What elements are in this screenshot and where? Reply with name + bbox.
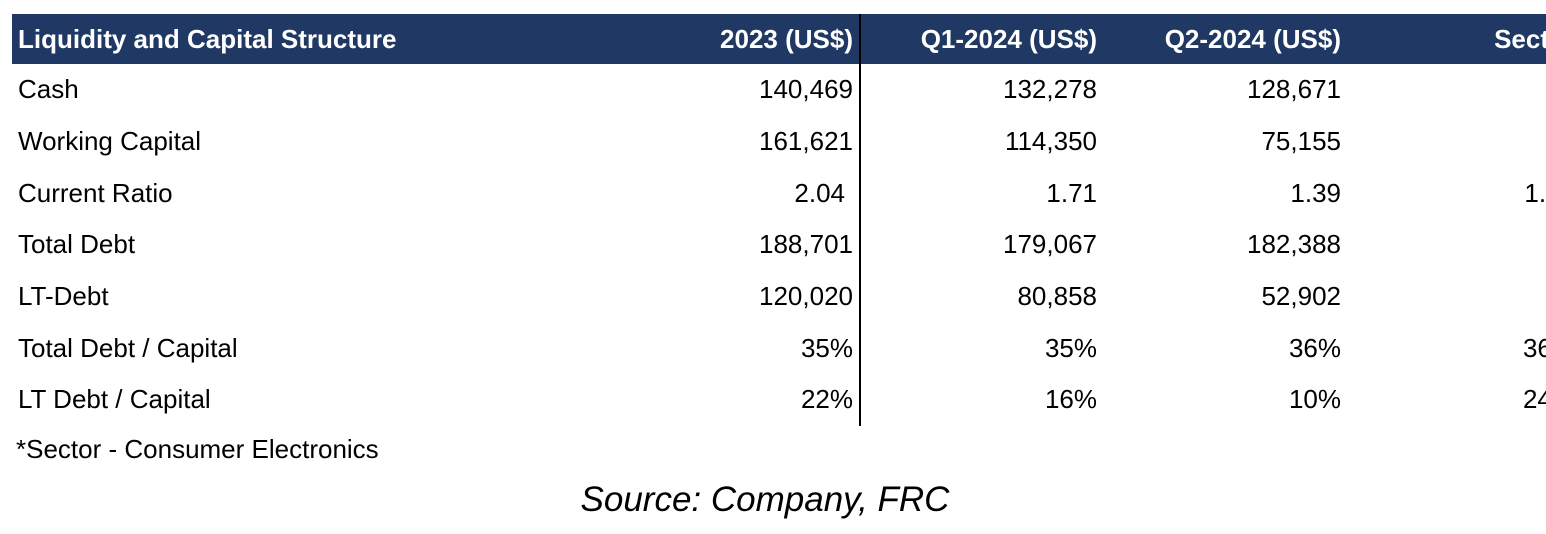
cell-q1-2024: 16%	[1044, 384, 1097, 415]
cell-q2-2024: 36%	[1288, 332, 1341, 363]
row-label: LT Debt / Capital	[18, 384, 211, 415]
table-header-row: Liquidity and Capital Structure 2023 (US…	[12, 14, 1546, 64]
cell-2023: 22%	[704, 374, 861, 426]
table-row: Total Debt / Capital 35% 35% 36% 36%	[12, 322, 1546, 375]
header-2023: 2023 (US$)	[704, 14, 861, 64]
cell-q1-2024: 1.71	[1046, 177, 1097, 208]
cell-q1-2024: 114,350	[1004, 126, 1097, 157]
cell-q2-2024: 52,902	[1261, 281, 1341, 312]
row-label: LT-Debt	[18, 281, 109, 312]
cell-sector	[1347, 64, 1546, 116]
liquidity-table-container: Liquidity and Capital Structure 2023 (US…	[12, 14, 1546, 426]
cell-2023: 120,020	[704, 270, 861, 323]
source-caption: Source: Company, FRC	[580, 480, 950, 519]
cell-q2-2024: 182,388	[1247, 229, 1341, 260]
cell-sector: 36%	[1522, 332, 1546, 363]
cell-sector	[1347, 116, 1546, 168]
cell-sector: 24%	[1522, 384, 1546, 415]
cell-sector: 1.20	[1524, 177, 1546, 208]
cell-2023: 35%	[704, 322, 861, 375]
liquidity-capital-table: Liquidity and Capital Structure 2023 (US…	[12, 14, 1546, 426]
row-label: Working Capital	[18, 126, 202, 157]
cell-q2-2024: 1.39	[1290, 177, 1341, 208]
table-row: Current Ratio 2.04 1.71 1.39 1.20	[12, 167, 1546, 220]
header-label: Liquidity and Capital Structure	[18, 23, 397, 54]
header-sector: Sector	[1494, 23, 1546, 54]
cell-2023: 188,701	[704, 219, 861, 271]
cell-q2-2024: 10%	[1288, 384, 1341, 415]
row-label: Current Ratio	[18, 177, 173, 208]
row-label: Total Debt / Capital	[18, 332, 238, 363]
table-row: Total Debt 188,701 179,067 182,388	[12, 219, 1546, 271]
cell-2023: 2.04	[704, 167, 861, 220]
cell-sector	[1347, 271, 1546, 323]
table-row: LT-Debt 120,020 80,858 52,902	[12, 270, 1546, 323]
cell-q1-2024: 80,858	[1017, 281, 1097, 312]
row-label: Cash	[18, 74, 79, 105]
table-row: Cash 140,469 132,278 128,671	[12, 64, 1546, 116]
header-q2-2024: Q2-2024 (US$)	[1164, 23, 1341, 54]
cell-q1-2024: 35%	[1044, 332, 1097, 363]
header-q1-2024: Q1-2024 (US$)	[920, 23, 1097, 54]
cell-q1-2024: 132,278	[1003, 74, 1097, 105]
cell-2023: 140,469	[704, 64, 861, 116]
table-row: Working Capital 161,621 114,350 75,155	[12, 115, 1546, 168]
cell-2023: 161,621	[704, 115, 861, 168]
table-row: LT Debt / Capital 22% 16% 10% 24%	[12, 374, 1546, 426]
cell-q2-2024: 128,671	[1247, 74, 1341, 105]
cell-q2-2024: 75,155	[1261, 126, 1341, 157]
sector-footnote: *Sector - Consumer Electronics	[16, 434, 379, 464]
cell-sector	[1347, 219, 1546, 271]
row-label: Total Debt	[18, 229, 136, 260]
cell-q1-2024: 179,067	[1003, 229, 1097, 260]
